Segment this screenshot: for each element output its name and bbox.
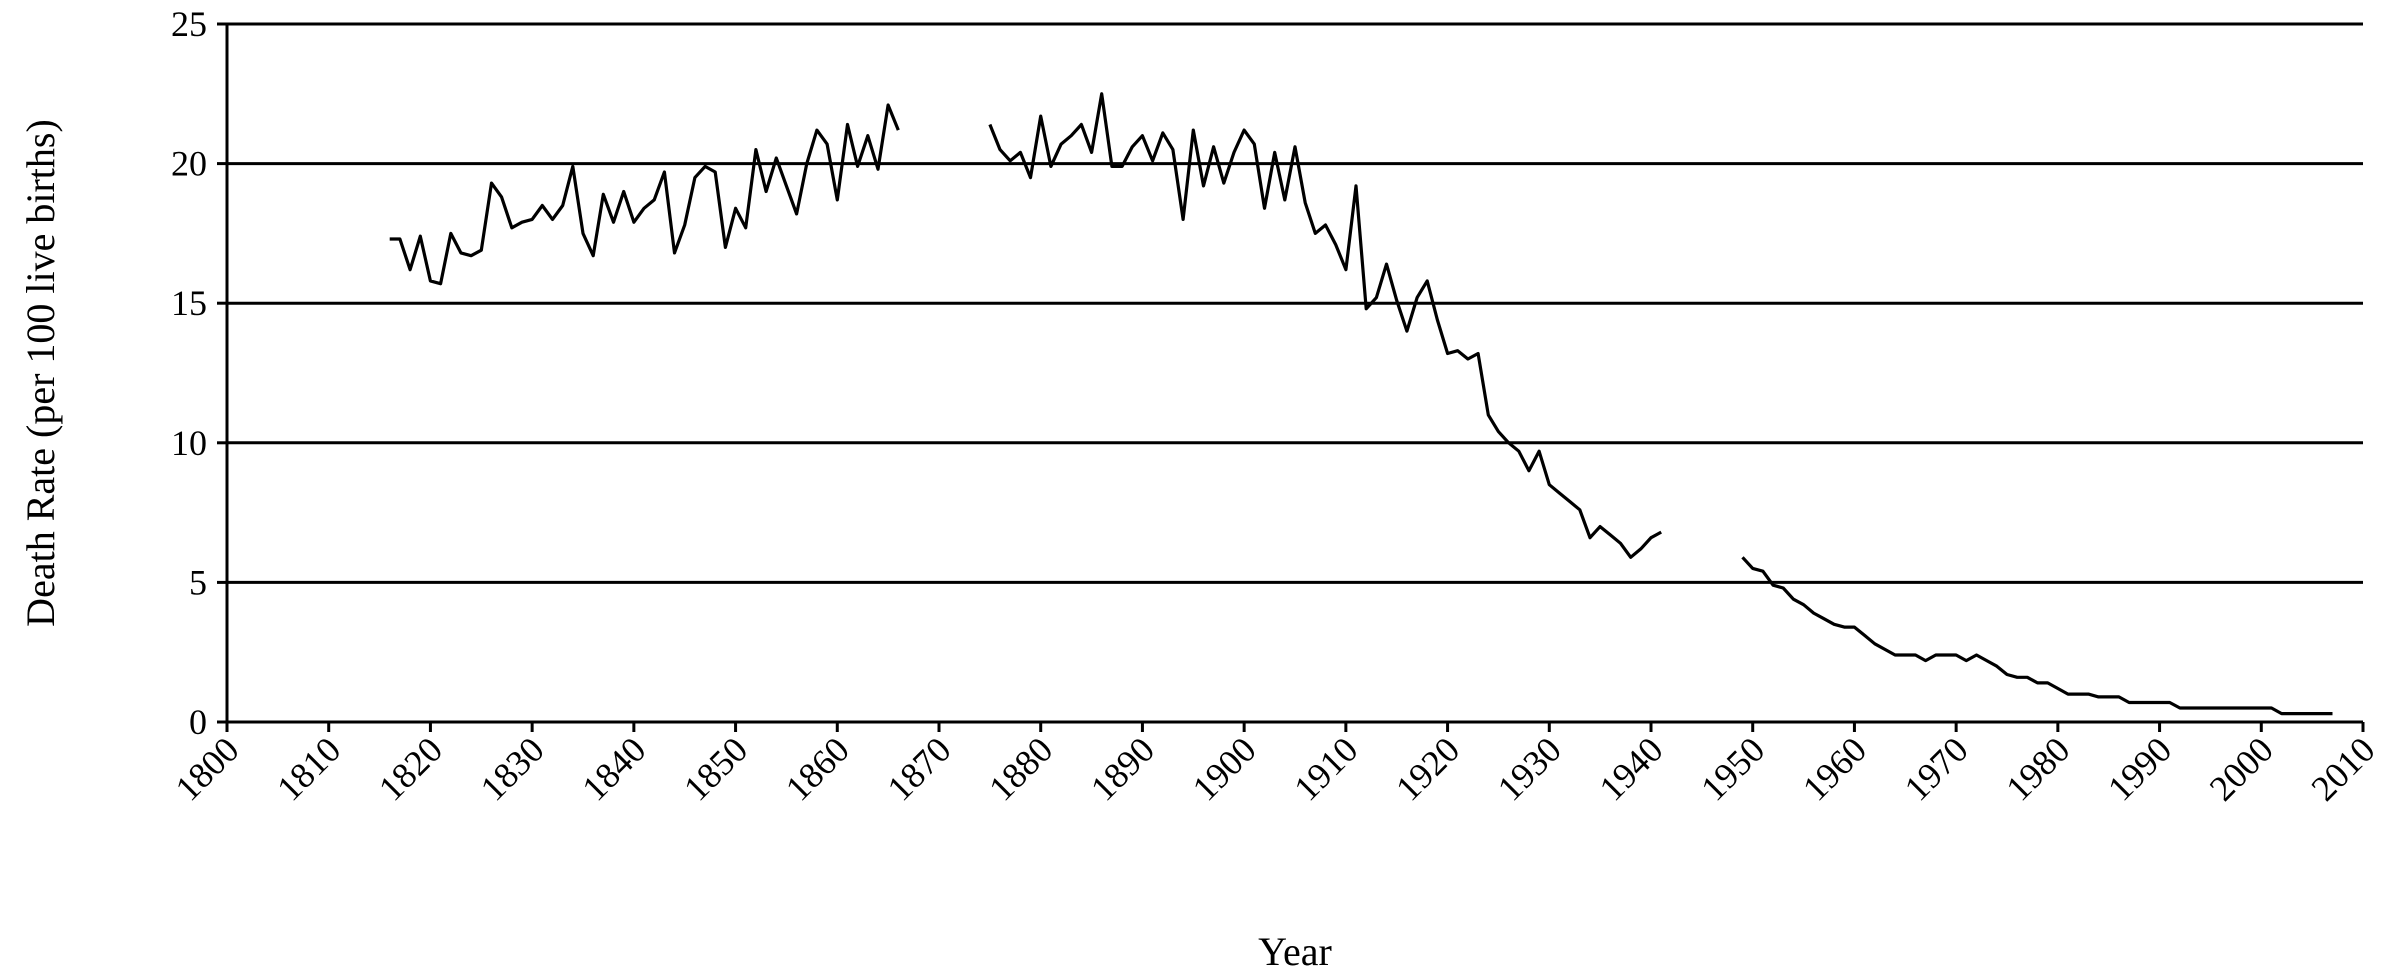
x-tick-label: 1840 — [574, 729, 653, 808]
y-tick-label: 15 — [171, 283, 207, 323]
y-tick-label: 25 — [171, 4, 207, 44]
series-line-segment-3 — [1741, 556, 2333, 716]
y-tick-label: 10 — [171, 423, 207, 463]
x-tick-label: 1890 — [1083, 729, 1162, 808]
x-tick-label: 1950 — [1693, 729, 1772, 808]
x-tick-label: 1800 — [167, 729, 246, 808]
x-tick-label: 1880 — [981, 729, 1060, 808]
x-tick-label: 1870 — [879, 729, 958, 808]
x-tick-label: 1830 — [473, 729, 552, 808]
x-tick-labels: 1800 1810 1820 1830 1840 1850 1860 1870 1880 1890… — [167, 722, 2383, 809]
y-tick-label: 5 — [189, 562, 207, 602]
x-tick-label: 1810 — [269, 729, 348, 808]
x-tick-label: 1960 — [1795, 729, 1874, 808]
x-tick-label: 1820 — [371, 729, 450, 808]
series-line-segment-1 — [389, 103, 900, 286]
y-tick-label: 0 — [189, 702, 207, 742]
x-tick-label: 1900 — [1185, 729, 1264, 808]
y-tick-label: 20 — [171, 144, 207, 184]
x-axis-title: Year — [1258, 929, 1332, 974]
gridlines — [227, 22, 2363, 584]
x-tick-label: 1920 — [1388, 729, 1467, 808]
x-tick-label: 1910 — [1286, 729, 1365, 808]
x-tick-label: 1850 — [676, 729, 755, 808]
x-tick-label: 1930 — [1490, 729, 1569, 808]
x-tick-label: 2000 — [2202, 729, 2281, 808]
x-tick-label: 1970 — [1897, 729, 1976, 808]
axes — [225, 24, 2363, 724]
y-tick-labels: 0 5 10 15 20 25 — [171, 4, 227, 742]
x-tick-label: 1940 — [1591, 729, 1670, 808]
series-lines — [389, 92, 2333, 716]
x-tick-label: 1990 — [2100, 729, 2179, 808]
x-tick-label: 1980 — [1998, 729, 2077, 808]
x-tick-label: 2010 — [2303, 729, 2382, 808]
x-tick-label: 1860 — [778, 729, 857, 808]
y-axis-title: Death Rate (per 100 live births) — [18, 119, 63, 627]
series-line-segment-2 — [988, 92, 1662, 559]
